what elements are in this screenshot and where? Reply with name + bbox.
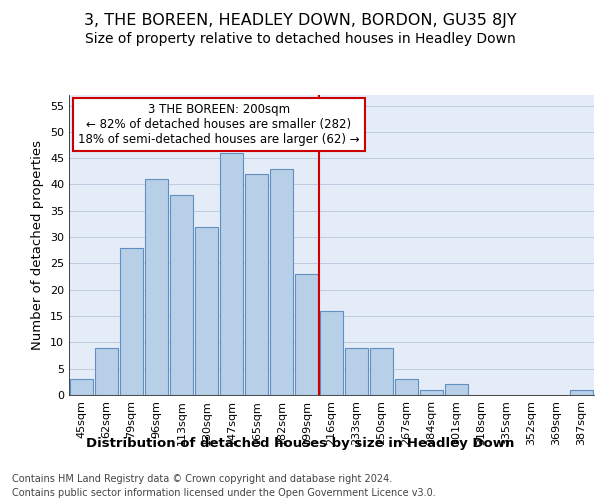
Text: Contains public sector information licensed under the Open Government Licence v3: Contains public sector information licen… xyxy=(12,488,436,498)
Bar xyxy=(445,384,469,395)
Bar xyxy=(220,153,244,395)
Bar xyxy=(95,348,118,395)
Bar xyxy=(370,348,394,395)
Y-axis label: Number of detached properties: Number of detached properties xyxy=(31,140,44,350)
Bar xyxy=(245,174,268,395)
Text: Distribution of detached houses by size in Headley Down: Distribution of detached houses by size … xyxy=(86,438,514,450)
Bar xyxy=(569,390,593,395)
Bar xyxy=(119,248,143,395)
Bar xyxy=(145,179,169,395)
Bar xyxy=(269,168,293,395)
Bar xyxy=(194,226,218,395)
Text: Contains HM Land Registry data © Crown copyright and database right 2024.: Contains HM Land Registry data © Crown c… xyxy=(12,474,392,484)
Bar xyxy=(295,274,319,395)
Bar xyxy=(320,311,343,395)
Text: 3 THE BOREEN: 200sqm
← 82% of detached houses are smaller (282)
18% of semi-deta: 3 THE BOREEN: 200sqm ← 82% of detached h… xyxy=(78,103,360,146)
Bar xyxy=(170,195,193,395)
Bar xyxy=(344,348,368,395)
Text: Size of property relative to detached houses in Headley Down: Size of property relative to detached ho… xyxy=(85,32,515,46)
Bar xyxy=(395,379,418,395)
Text: 3, THE BOREEN, HEADLEY DOWN, BORDON, GU35 8JY: 3, THE BOREEN, HEADLEY DOWN, BORDON, GU3… xyxy=(83,12,517,28)
Bar xyxy=(419,390,443,395)
Bar xyxy=(70,379,94,395)
